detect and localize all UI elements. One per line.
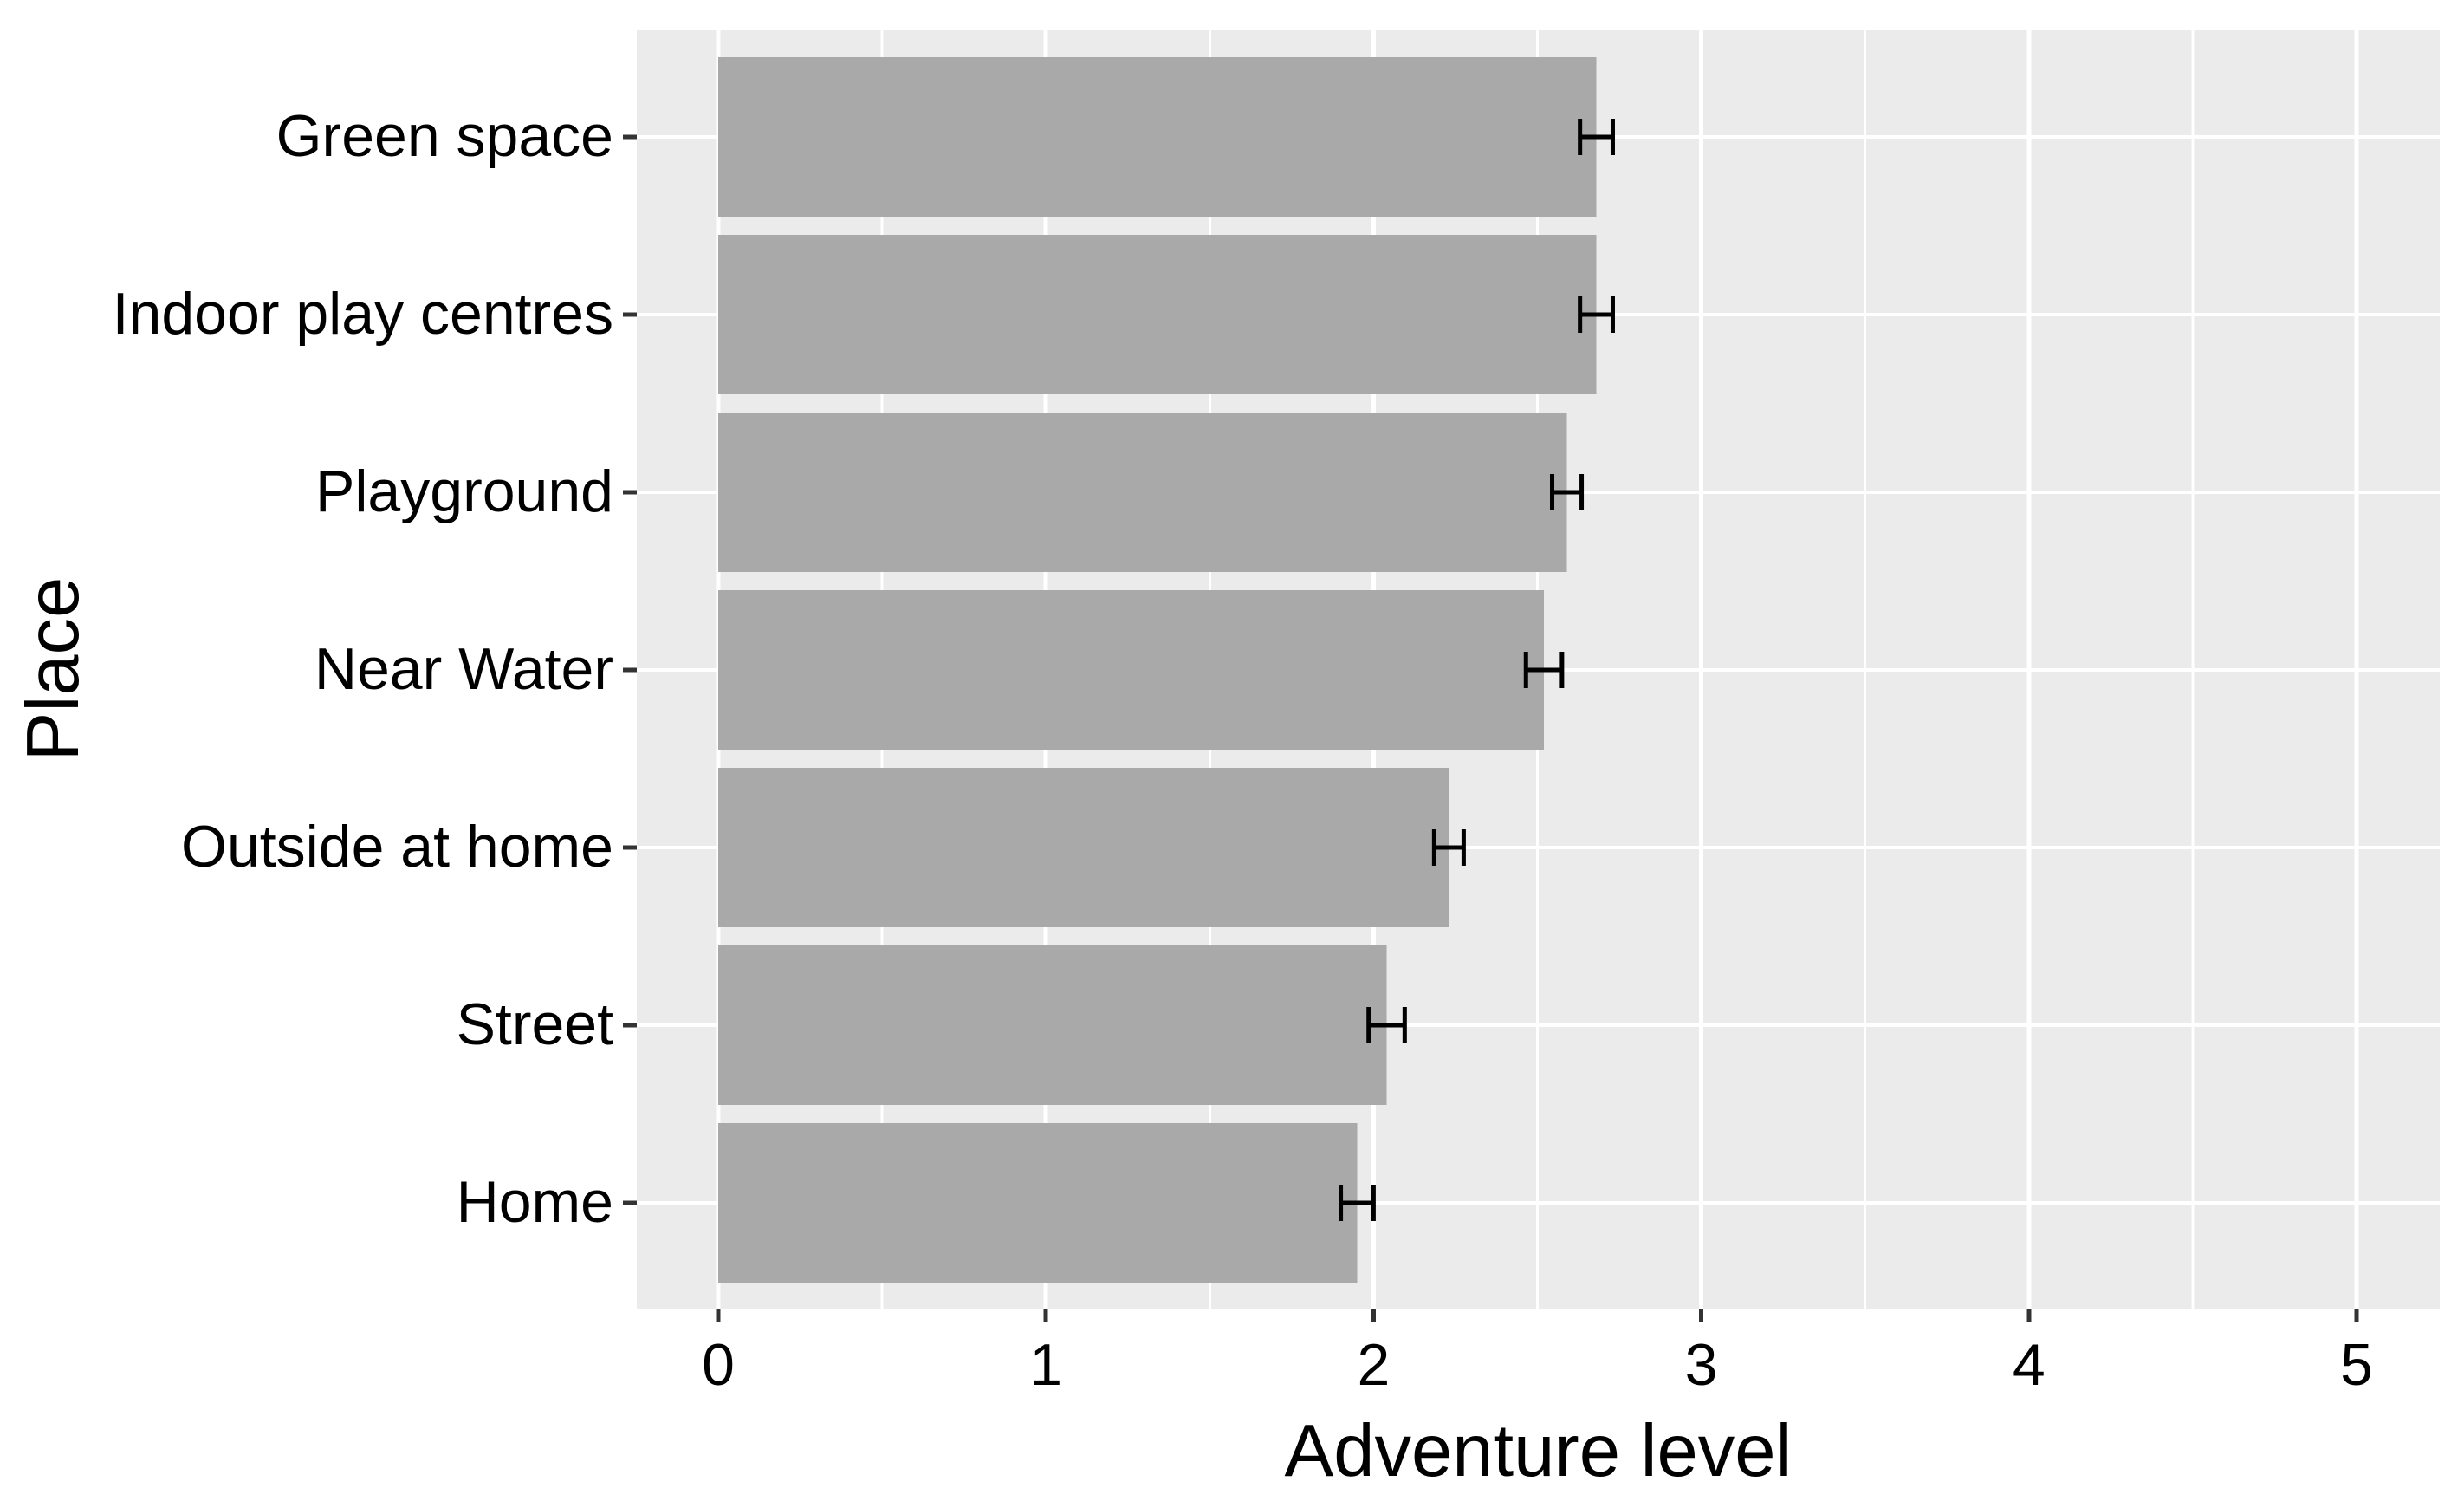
error-bar xyxy=(1578,296,1615,333)
x-tick-label: 2 xyxy=(1357,1332,1391,1398)
x-tick-label: 5 xyxy=(2340,1332,2373,1398)
bar xyxy=(718,413,1567,572)
error-bar xyxy=(1523,652,1565,688)
x-tick-label: 1 xyxy=(1029,1332,1063,1398)
x-tick-label: 3 xyxy=(1684,1332,1718,1398)
bar xyxy=(718,590,1545,750)
y-tick-label: Indoor play centres xyxy=(112,281,613,347)
bar xyxy=(718,235,1597,394)
x-axis-title: Adventure level xyxy=(1284,1410,1793,1492)
x-tick-label: 0 xyxy=(702,1332,735,1398)
y-axis-title: Place xyxy=(12,576,94,762)
error-bar xyxy=(1550,474,1585,510)
y-tick-label: Street xyxy=(456,991,613,1057)
x-tick-label: 4 xyxy=(2012,1332,2046,1398)
bar xyxy=(718,1123,1358,1283)
y-tick-label: Outside at home xyxy=(181,814,613,880)
error-bar xyxy=(1366,1007,1407,1043)
error-bar xyxy=(1578,119,1615,155)
bar xyxy=(718,945,1387,1105)
error-bar xyxy=(1431,829,1466,866)
y-tick-label: Home xyxy=(456,1169,613,1235)
y-tick-label: Green space xyxy=(276,103,613,169)
bar xyxy=(718,768,1449,927)
bar xyxy=(718,57,1597,217)
y-tick-label: Near Water xyxy=(314,636,613,702)
y-tick-label: Playground xyxy=(314,458,613,524)
error-bar xyxy=(1339,1185,1376,1221)
